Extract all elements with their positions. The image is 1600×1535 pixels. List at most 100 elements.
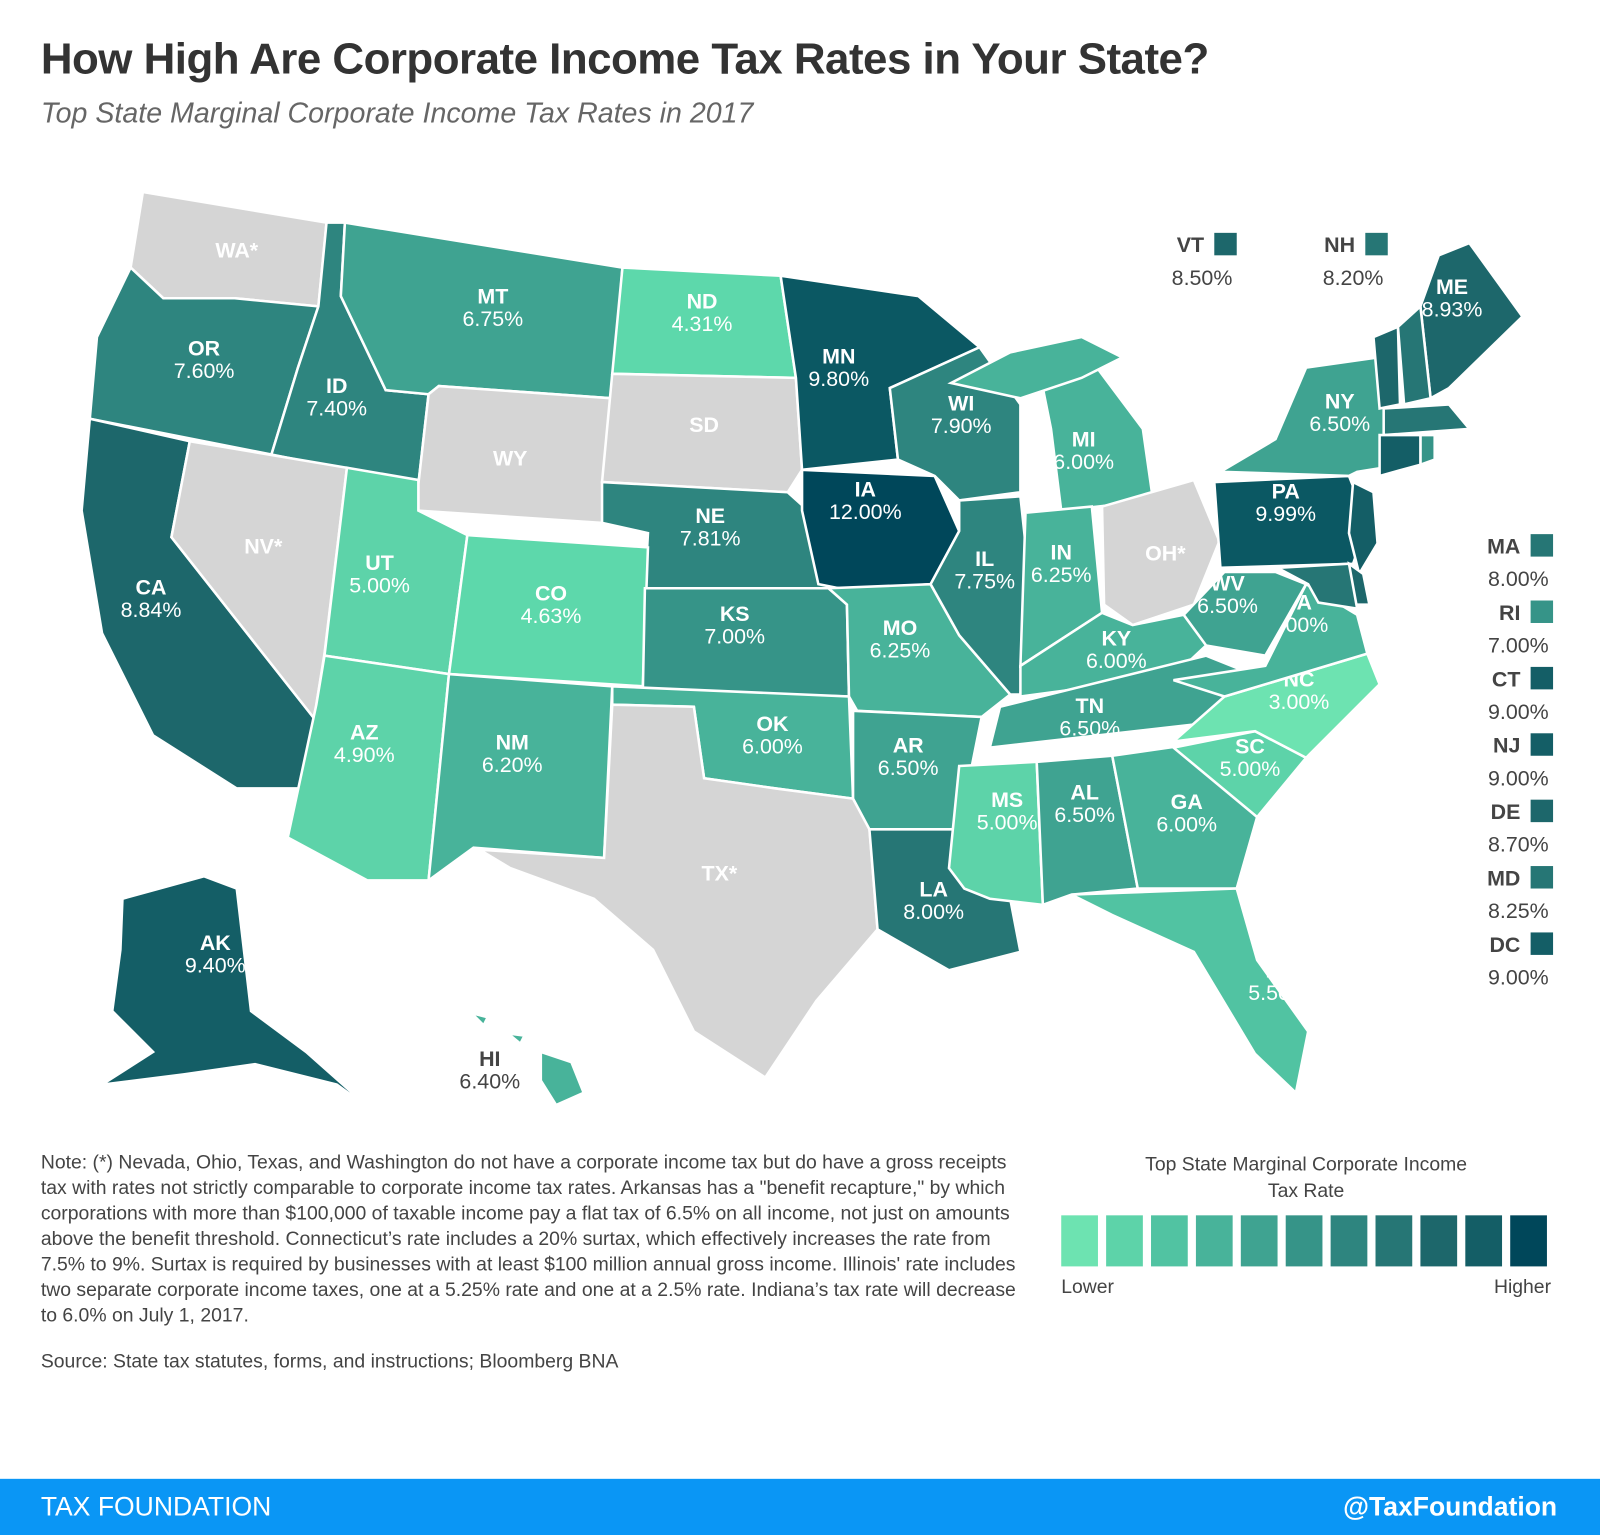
state-rate: 9.00% — [1488, 766, 1549, 790]
state-label: GA — [1171, 790, 1203, 814]
state-label: WY — [493, 447, 528, 471]
state-shape — [1272, 562, 1359, 611]
state-rate: 6.25% — [1031, 563, 1092, 587]
state-rate: 5.00% — [977, 810, 1038, 834]
map: WA* OR7.60% ID7.40% MT6.75% WY ND4.31% SD NE7.8… — [80, 190, 1554, 1298]
state-swatch — [1530, 932, 1554, 955]
state-swatch — [1530, 666, 1554, 690]
state-label: MN — [822, 345, 855, 369]
state-rate: 3.00% — [1269, 690, 1330, 714]
state-label: MT — [477, 284, 508, 308]
legend-swatch — [1106, 1215, 1143, 1267]
state-label: WA* — [215, 238, 258, 262]
state-label: FL — [1265, 958, 1291, 982]
legend-swatch — [1195, 1215, 1233, 1267]
state-label: IA — [855, 477, 876, 501]
note: Note: (*) Nevada, Ohio, Texas, and Washi… — [40, 1152, 1016, 1327]
legend-swatch — [1465, 1215, 1503, 1267]
legend-swatch — [1061, 1215, 1098, 1267]
state-label: MO — [883, 616, 918, 640]
state-label: AZ — [350, 720, 379, 744]
state-rate: 6.50% — [1054, 803, 1115, 827]
state-swatch — [1530, 866, 1554, 889]
state-shape — [504, 1031, 527, 1046]
state-rate: 5.00% — [1220, 757, 1281, 781]
state-rate: 8.70% — [1488, 833, 1549, 857]
state-shape — [1378, 433, 1422, 478]
legend-high: Higher — [1494, 1276, 1552, 1298]
handle[interactable]: @TaxFoundation — [1343, 1491, 1558, 1522]
state-label: NH — [1324, 233, 1355, 257]
state-rate: 6.20% — [482, 753, 543, 777]
state-label: TN — [1076, 694, 1105, 718]
legend-low: Lower — [1061, 1276, 1114, 1298]
state-label: LA — [919, 878, 948, 902]
state-label: PA — [1272, 479, 1300, 503]
state-rate: 4.63% — [521, 604, 582, 628]
state-label: KS — [720, 602, 750, 626]
state-rate: 8.20% — [1323, 266, 1384, 290]
state-rate: 9.80% — [808, 367, 869, 391]
legend-swatch — [1420, 1215, 1458, 1267]
state-label: NJ — [1493, 734, 1520, 758]
state-rate: 5.00% — [349, 573, 410, 597]
state-rate: 4.31% — [672, 312, 733, 336]
state-shape — [600, 372, 804, 494]
state-label: NY — [1325, 390, 1355, 414]
legend-swatch — [1375, 1215, 1413, 1267]
state-label: OK — [756, 712, 789, 736]
state-label: VT — [1177, 233, 1204, 257]
state-rate: 12.00% — [829, 500, 902, 524]
state-rate: 6.00% — [742, 735, 803, 759]
legend-swatch — [1151, 1215, 1188, 1267]
state-label: WV — [1210, 571, 1245, 595]
state-label: SD — [689, 413, 719, 437]
state-rate: 9.00% — [1488, 700, 1549, 724]
state-shape — [539, 1050, 586, 1107]
state-label: NM — [496, 731, 529, 755]
legend-swatch — [1330, 1215, 1368, 1267]
state-shape — [1396, 303, 1433, 407]
state-rate: 8.84% — [121, 598, 182, 622]
state-rate: 9.00% — [1488, 966, 1549, 990]
state-shape — [101, 874, 371, 1110]
state-rate: 6.50% — [1309, 412, 1370, 436]
state-rate: 8.50% — [1172, 266, 1233, 290]
state-label: KY — [1101, 626, 1131, 650]
footer: TAX FOUNDATION @TaxFoundation — [0, 1478, 1600, 1535]
state-shape — [947, 335, 1126, 400]
state-shape — [1372, 324, 1402, 411]
state-rate: 6.25% — [870, 639, 931, 663]
state-label: MS — [991, 788, 1023, 812]
source: Source: State tax statutes, forms, and i… — [40, 1351, 619, 1373]
state-shape — [467, 1010, 490, 1028]
state-label: CA — [136, 575, 167, 599]
state-rate: 6.00% — [1053, 450, 1114, 474]
state-label: OR — [188, 336, 221, 360]
state-rate: 4.90% — [334, 743, 395, 767]
state-rate: 6.75% — [462, 307, 523, 331]
state-label: DC — [1489, 933, 1520, 957]
state-label: IN — [1051, 541, 1072, 565]
state-rate: 6.50% — [1197, 594, 1258, 618]
state-label: OH* — [1145, 542, 1186, 566]
state-rate: 8.93% — [1422, 298, 1483, 322]
title: How High Are Corporate Income Tax Rates … — [40, 34, 1209, 84]
state-rate: 7.90% — [931, 414, 992, 438]
state-swatch — [1365, 232, 1388, 256]
state-rate: 7.00% — [704, 624, 765, 648]
state-rate: 7.00% — [1488, 634, 1549, 658]
state-label: IL — [975, 547, 994, 571]
state-label: DE — [1491, 800, 1521, 824]
state-rate: 6.50% — [878, 756, 939, 780]
state-rate: 7.75% — [954, 569, 1015, 593]
state-rate: 6.40% — [459, 1070, 520, 1094]
state-label: SC — [1235, 735, 1265, 759]
state-label: UT — [365, 551, 394, 575]
state-shape — [1382, 403, 1472, 437]
state-label: HI — [479, 1047, 500, 1071]
state-rate: 6.00% — [1086, 649, 1147, 673]
brand: TAX FOUNDATION — [40, 1491, 272, 1522]
legend-swatch — [1285, 1215, 1323, 1267]
